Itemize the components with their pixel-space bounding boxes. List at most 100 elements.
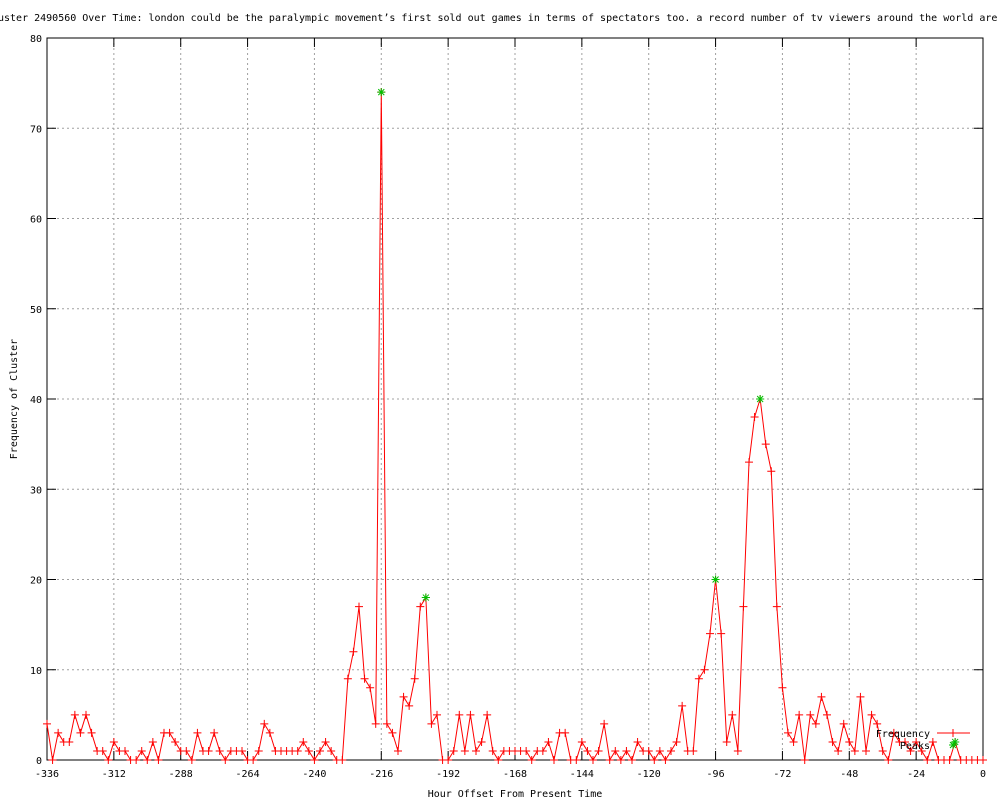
frequency-point [48, 756, 57, 764]
frequency-point [394, 746, 402, 755]
frequency-point [343, 674, 352, 683]
frequency-point [912, 737, 921, 746]
frequency-point [327, 746, 336, 755]
frequency-point [628, 756, 636, 764]
frequency-point [906, 746, 915, 755]
frequency-point [388, 728, 397, 737]
frequency-point [466, 710, 475, 719]
frequency-point [132, 756, 141, 764]
frequency-point [254, 746, 263, 755]
frequency-point [371, 719, 380, 728]
frequency-point [889, 728, 898, 737]
frequency-point [366, 683, 375, 692]
x-tick-label: -192 [436, 769, 460, 780]
y-tick-label: 70 [30, 124, 42, 135]
frequency-point [449, 746, 458, 755]
frequency-point [839, 719, 848, 728]
frequency-point [433, 710, 441, 719]
frequency-point [789, 737, 798, 746]
frequency-point [104, 756, 113, 764]
frequency-point [187, 756, 196, 764]
frequency-point [823, 710, 831, 719]
frequency-point [689, 746, 698, 755]
frequency-point [43, 719, 51, 728]
frequency-point [171, 737, 180, 746]
y-tick-label: 40 [30, 395, 42, 406]
frequency-point [901, 737, 909, 746]
frequency-point [667, 746, 675, 755]
frequency-point [143, 756, 152, 764]
legend: Frequency Peaks [876, 729, 970, 752]
x-tick-label: -336 [35, 769, 59, 780]
frequency-point [784, 728, 792, 737]
frequency-point [717, 629, 726, 638]
frequency-point [321, 737, 330, 746]
frequency-point [427, 719, 436, 728]
frequency-point [304, 746, 313, 755]
frequency-point [65, 737, 74, 746]
frequency-point [522, 746, 531, 755]
x-tick-label: -24 [907, 769, 925, 780]
frequency-point [611, 746, 620, 755]
frequency-point [728, 710, 737, 719]
frequency-point [594, 746, 603, 755]
grid [47, 38, 983, 760]
frequency-point [722, 737, 731, 746]
frequency-point [538, 746, 547, 755]
frequency-point [795, 710, 804, 719]
x-tick-label: -96 [707, 769, 725, 780]
y-tick-label: 50 [30, 305, 42, 316]
y-axis-label: Frequency of Cluster [9, 339, 20, 459]
frequency-point [316, 746, 324, 755]
x-tick-label: -264 [236, 769, 260, 780]
frequency-point [945, 756, 954, 764]
peak-point [711, 575, 720, 584]
frequency-point [834, 746, 843, 755]
frequency-point [355, 602, 363, 611]
frequency-point [867, 710, 876, 719]
frequency-point [154, 756, 163, 764]
frequency-point [979, 756, 987, 764]
frequency-point [616, 756, 625, 764]
frequency-point [527, 756, 536, 764]
frequency-point [862, 746, 870, 755]
frequency-point [260, 719, 269, 728]
frequency-point [873, 719, 882, 728]
frequency-point [54, 728, 63, 737]
frequency-point [444, 756, 453, 764]
frequency-point [583, 746, 592, 755]
frequency-point [928, 737, 937, 746]
frequency-point [109, 737, 118, 746]
frequency-point [238, 746, 246, 755]
y-tick-label: 60 [30, 215, 42, 226]
x-tick-label: -120 [637, 769, 661, 780]
x-tick-label: -168 [503, 769, 527, 780]
frequency-point [622, 746, 631, 755]
frequency-point [405, 701, 414, 710]
x-tick-label: -288 [169, 769, 193, 780]
frequency-point [856, 692, 865, 701]
frequency-point [70, 710, 79, 719]
legend-label-frequency: Frequency [876, 729, 930, 740]
frequency-point [76, 728, 85, 737]
frequency-point [293, 746, 302, 755]
y-tick-label: 20 [30, 576, 42, 587]
legend-marker-peaks [949, 741, 957, 749]
frequency-point [577, 737, 586, 746]
legend-marker-frequency [949, 729, 957, 737]
frequency-point [360, 674, 369, 683]
x-tick-label: -240 [302, 769, 326, 780]
frequency-point [739, 602, 748, 611]
y-tick-label: 80 [30, 34, 42, 45]
x-tick-label: 0 [980, 769, 986, 780]
frequency-point [221, 756, 230, 764]
frequency-point [600, 719, 609, 728]
frequency-point [806, 710, 815, 719]
chart-title: uster 2490560 Over Time: london could be… [0, 13, 997, 24]
frequency-point [349, 647, 358, 656]
frequency-point [761, 440, 770, 449]
frequency-point [204, 746, 213, 755]
frequency-point [800, 756, 809, 764]
frequency-point [82, 710, 90, 719]
frequency-point [733, 746, 742, 755]
